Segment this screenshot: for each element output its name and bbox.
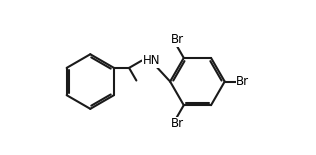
Text: HN: HN [143,54,161,67]
Text: Br: Br [171,117,184,130]
Text: Br: Br [236,75,249,88]
Text: Br: Br [171,33,184,46]
